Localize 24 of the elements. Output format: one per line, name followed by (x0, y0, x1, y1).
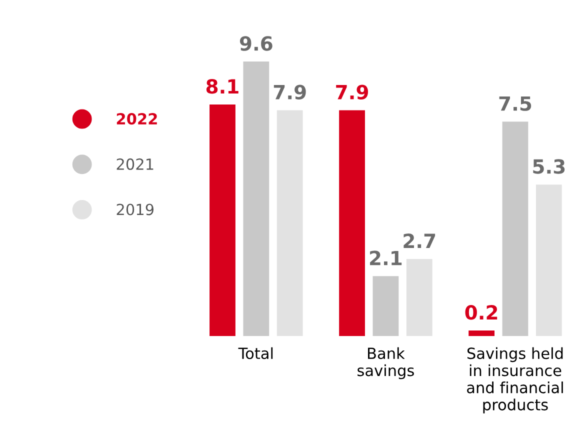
data-label: 7.5 (499, 96, 532, 111)
data-label: 0.2 (465, 305, 498, 320)
legend-label: 2019 (116, 204, 154, 216)
bar (210, 104, 236, 336)
bar (243, 62, 270, 336)
x-tick-label: Bank savings (358, 347, 414, 380)
bar (339, 110, 365, 336)
legend-label: 2022 (116, 113, 157, 125)
data-label: 2.1 (370, 250, 402, 266)
data-label: 7.9 (274, 84, 306, 100)
data-label: 8.1 (206, 79, 238, 94)
bar (406, 258, 432, 336)
x-tick-label: Savings held in insurance and financial products (467, 347, 563, 414)
data-label: 5.3 (533, 159, 565, 174)
data-label: 7.9 (336, 84, 368, 100)
bar (276, 110, 303, 336)
data-label: 9.6 (240, 36, 272, 51)
bar (468, 330, 495, 336)
bar (536, 184, 562, 336)
x-tick-label: Total (238, 347, 273, 360)
bar (502, 122, 528, 336)
data-label: 2.7 (404, 234, 436, 248)
legend-label: 2021 (116, 158, 154, 170)
bar (372, 276, 399, 336)
